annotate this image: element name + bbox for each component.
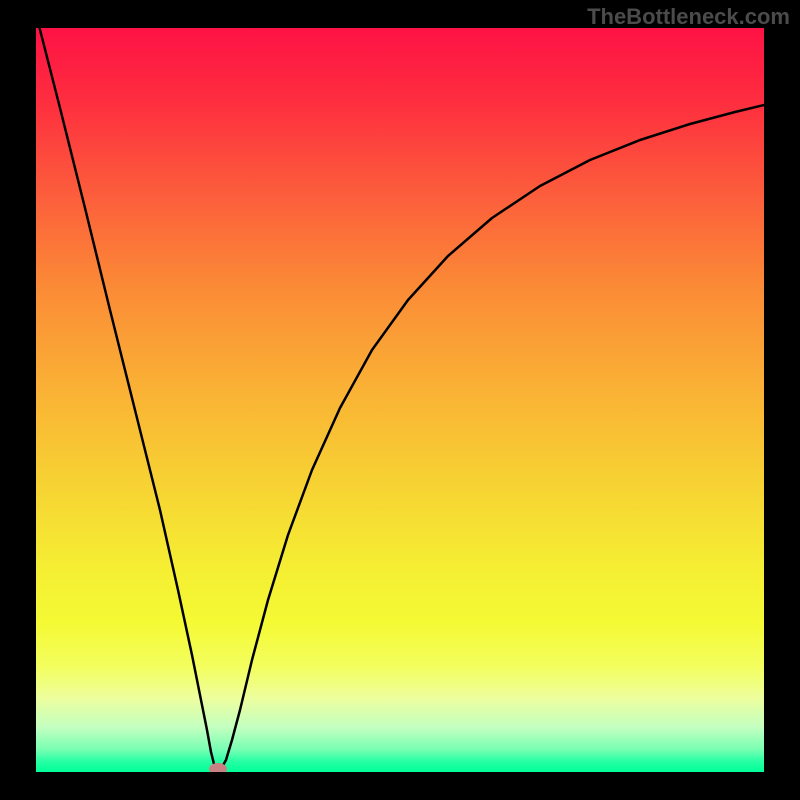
plot-gradient-area (36, 28, 764, 772)
chart-canvas: TheBottleneck.com (0, 0, 800, 800)
watermark-label: TheBottleneck.com (587, 4, 790, 30)
